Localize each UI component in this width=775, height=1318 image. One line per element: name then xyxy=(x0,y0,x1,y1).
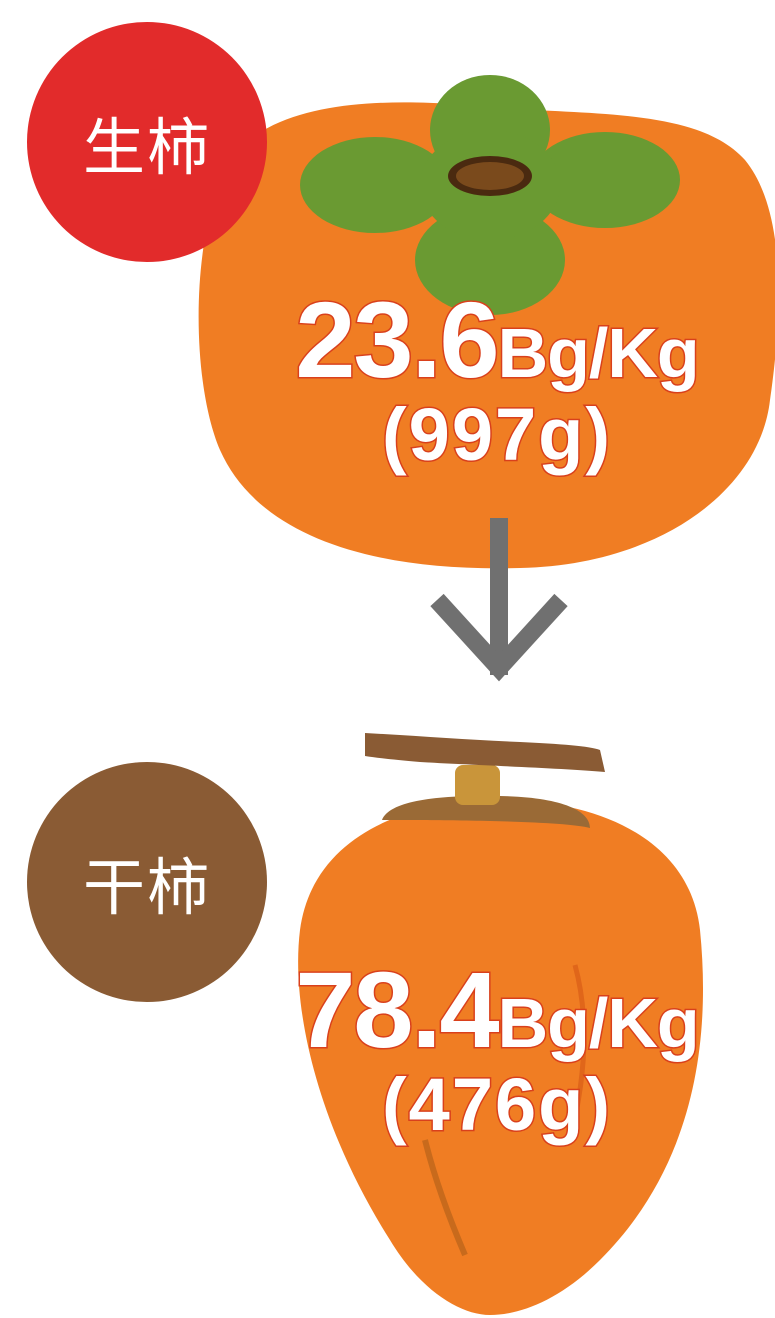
dried-persimmon-icon xyxy=(298,733,704,1315)
fresh-activity-unit: Bg/Kg xyxy=(496,314,701,392)
fresh-activity-value: 23.6 xyxy=(294,279,501,400)
down-arrow-icon xyxy=(430,518,568,682)
dried-persimmon-badge: 干柿 xyxy=(27,762,267,1002)
fresh-persimmon-icon xyxy=(198,75,775,569)
dried-activity-unit: Bg/Kg xyxy=(496,984,701,1062)
dried-weight: (476g) xyxy=(381,1063,612,1146)
fresh-persimmon-badge: 生柿 xyxy=(27,22,267,262)
stem-icon xyxy=(365,733,605,828)
calyx-icon xyxy=(300,75,680,315)
fresh-measurement: 23.6Bg/Kg (997g) xyxy=(262,284,732,476)
dried-measurement: 78.4Bg/Kg (476g) xyxy=(262,954,732,1146)
fresh-weight: (997g) xyxy=(381,393,612,476)
dried-activity-value: 78.4 xyxy=(294,949,501,1070)
fresh-activity-line: 23.6Bg/Kg xyxy=(262,284,732,395)
dried-activity-line: 78.4Bg/Kg xyxy=(262,954,732,1065)
